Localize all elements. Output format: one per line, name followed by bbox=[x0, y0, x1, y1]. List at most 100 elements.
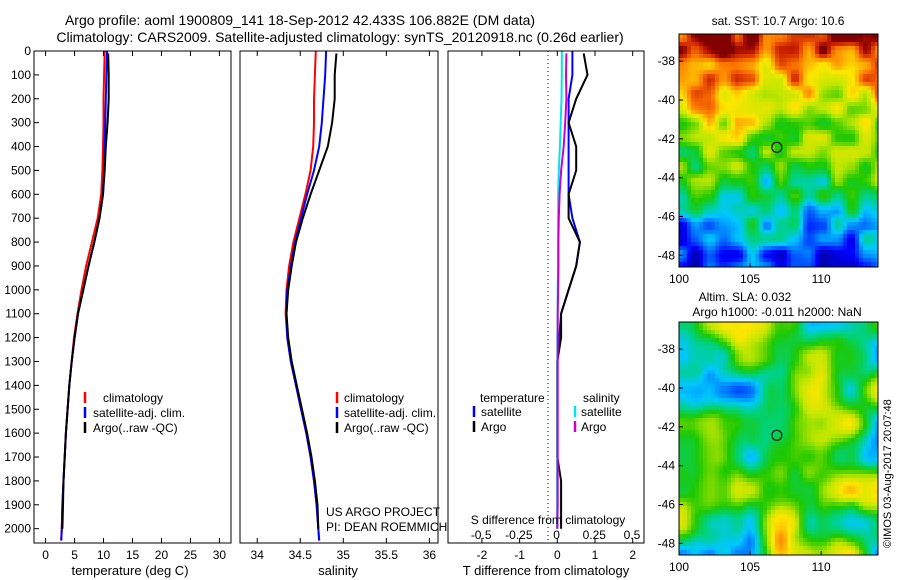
map-cell bbox=[851, 430, 856, 435]
map-cell bbox=[807, 194, 812, 199]
map-cell bbox=[855, 374, 860, 379]
map-cell bbox=[687, 442, 692, 447]
map-cell bbox=[855, 154, 860, 159]
map-cell bbox=[799, 170, 804, 175]
map-cell bbox=[843, 374, 848, 379]
map-cell bbox=[683, 210, 688, 215]
map-cell bbox=[715, 146, 720, 151]
map-cell bbox=[759, 362, 764, 367]
map-cell bbox=[763, 38, 768, 43]
map-cell bbox=[727, 434, 732, 439]
map-cell bbox=[771, 330, 776, 335]
map-cell bbox=[787, 198, 792, 203]
map-cell bbox=[843, 334, 848, 339]
map-cell bbox=[799, 438, 804, 443]
map-cell bbox=[787, 142, 792, 147]
map-cell bbox=[819, 142, 824, 147]
map-cell bbox=[735, 198, 740, 203]
map-cell bbox=[839, 50, 844, 55]
map-cell bbox=[823, 38, 828, 43]
map-cell bbox=[847, 390, 852, 395]
map-cell bbox=[827, 178, 832, 183]
map-cell bbox=[855, 54, 860, 59]
map-cell bbox=[707, 434, 712, 439]
map-cell bbox=[683, 158, 688, 163]
map-cell bbox=[863, 94, 868, 99]
map-cell bbox=[695, 370, 700, 375]
map-cell bbox=[771, 426, 776, 431]
map-cell bbox=[843, 442, 848, 447]
map-cell bbox=[867, 358, 872, 363]
map-cell bbox=[831, 398, 836, 403]
map-cell bbox=[787, 238, 792, 243]
map-cell bbox=[687, 198, 692, 203]
map-cell bbox=[799, 446, 804, 451]
map-cell bbox=[779, 258, 784, 263]
map-cell bbox=[719, 426, 724, 431]
map-cell bbox=[691, 366, 696, 371]
map-cell bbox=[763, 130, 768, 135]
map-cell bbox=[699, 410, 704, 415]
map-cell bbox=[743, 410, 748, 415]
map-cell bbox=[703, 390, 708, 395]
map-cell bbox=[875, 386, 878, 391]
map-cell bbox=[823, 326, 828, 331]
map-cell bbox=[755, 206, 760, 211]
map-cell bbox=[867, 186, 872, 191]
map-cell bbox=[755, 410, 760, 415]
map-cell bbox=[751, 50, 756, 55]
map-cell bbox=[767, 46, 772, 51]
map-cell bbox=[751, 246, 756, 251]
map-cell bbox=[843, 230, 848, 235]
map-cell bbox=[711, 366, 716, 371]
map-cell bbox=[791, 210, 796, 215]
map-cell bbox=[867, 338, 872, 343]
map-cell bbox=[771, 458, 776, 463]
map-cell bbox=[843, 394, 848, 399]
map-cell bbox=[703, 362, 708, 367]
map-cell bbox=[683, 334, 688, 339]
map-cell bbox=[703, 210, 708, 215]
map-cell bbox=[783, 322, 788, 327]
map-cell bbox=[851, 446, 856, 451]
map-cell bbox=[735, 50, 740, 55]
map-cell bbox=[823, 134, 828, 139]
map-cell bbox=[867, 210, 872, 215]
map-cell bbox=[767, 174, 772, 179]
map-cell bbox=[747, 246, 752, 251]
map-cell bbox=[747, 210, 752, 215]
map-cell bbox=[715, 190, 720, 195]
map-cell bbox=[867, 466, 872, 471]
map-cell bbox=[703, 46, 708, 51]
map-cell bbox=[867, 342, 872, 347]
map-cell bbox=[719, 242, 724, 247]
map-cell bbox=[687, 322, 692, 327]
map-cell bbox=[847, 462, 852, 467]
map-cell bbox=[787, 366, 792, 371]
map-cell bbox=[823, 394, 828, 399]
map-cell bbox=[763, 354, 768, 359]
map-cell bbox=[751, 394, 756, 399]
map-cell bbox=[759, 402, 764, 407]
map-cell bbox=[863, 422, 868, 427]
map-cell bbox=[679, 410, 684, 415]
map-cell bbox=[799, 182, 804, 187]
map-cell bbox=[731, 402, 736, 407]
map-cell bbox=[683, 42, 688, 47]
map-cell bbox=[719, 94, 724, 99]
map-cell bbox=[747, 254, 752, 259]
map-cell bbox=[791, 126, 796, 131]
map-cell bbox=[787, 326, 792, 331]
map-cell bbox=[831, 330, 836, 335]
map-cell bbox=[847, 170, 852, 175]
map-cell bbox=[799, 466, 804, 471]
map-cell bbox=[847, 394, 852, 399]
map-cell bbox=[747, 214, 752, 219]
map-cell bbox=[795, 102, 800, 107]
map-cell bbox=[875, 390, 878, 395]
map-cell bbox=[703, 206, 708, 211]
map-cell bbox=[703, 238, 708, 243]
map-cell bbox=[863, 74, 868, 79]
map-cell bbox=[855, 338, 860, 343]
map-cell bbox=[779, 78, 784, 83]
